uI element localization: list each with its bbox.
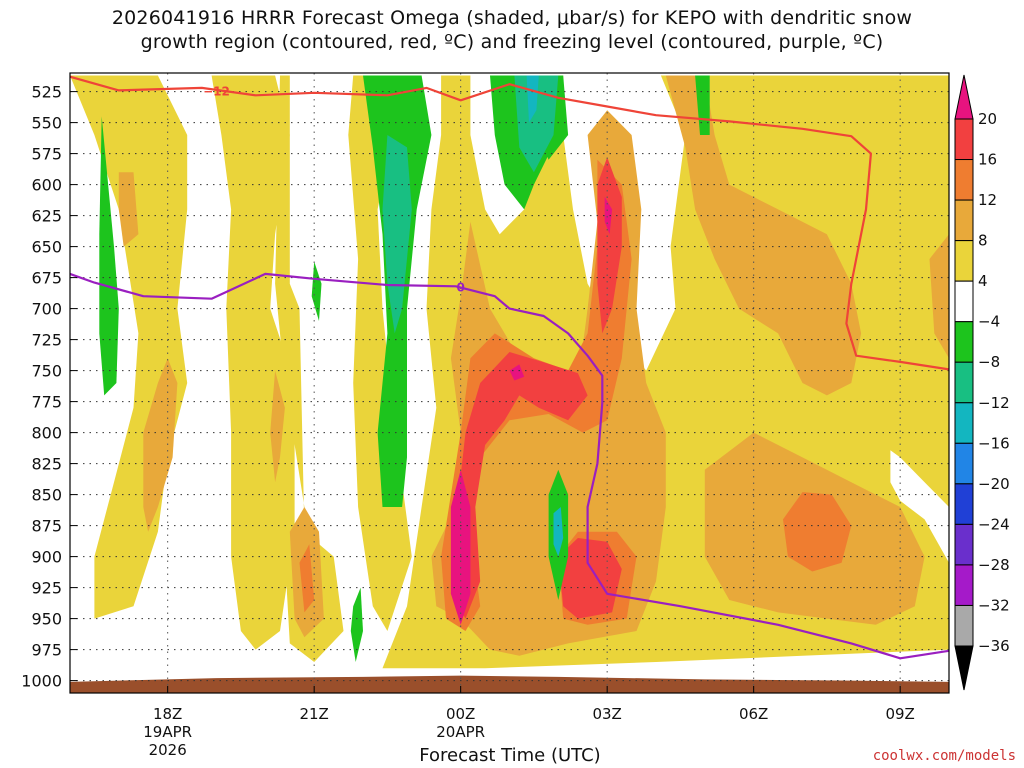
omega-region-19 (558, 538, 622, 619)
colorbar-swatch-5 (954, 321, 974, 363)
freezing-level-label: 0 (456, 280, 464, 294)
colorbar-label-9: −20 (978, 475, 1010, 493)
y-tick-label-7: 700 (31, 300, 62, 319)
omega-region-21 (509, 364, 525, 381)
colorbar-label-11: −28 (978, 556, 1010, 574)
y-tick-label-1: 550 (31, 114, 62, 133)
y-tick-label-19: 1000 (21, 672, 62, 691)
y-tick-label-12: 825 (31, 455, 62, 474)
colorbar-label-8: −16 (978, 434, 1010, 452)
y-tick-label-16: 925 (31, 579, 62, 598)
y-tick-label-5: 650 (31, 238, 62, 257)
colorbar-label-1: 16 (978, 151, 997, 169)
omega-region-22 (604, 197, 613, 235)
y-tick-label-13: 850 (31, 486, 62, 505)
omega-region-7 (270, 370, 285, 483)
colorbar-bottom-arrow (954, 645, 974, 691)
colorbar-swatch-2 (954, 199, 974, 242)
y-tick-label-9: 750 (31, 362, 62, 381)
contour-lines (70, 75, 949, 660)
colorbar-top-arrow (954, 74, 974, 120)
colorbar-label-6: −8 (978, 353, 1000, 371)
x-tick-label-1: 21Z (299, 705, 328, 723)
colorbar-label-7: −12 (978, 394, 1010, 412)
omega-region-23 (99, 116, 119, 396)
colorbar-swatch-3 (954, 240, 974, 282)
x-tick-label-0: 18Z (153, 705, 182, 723)
colorbar-swatch-4 (954, 280, 974, 323)
colorbar-label-3: 8 (978, 232, 988, 250)
y-tick-label-6: 675 (31, 269, 62, 288)
y-tick-label-0: 525 (31, 83, 62, 102)
x-tick-label-5: 09Z (885, 705, 914, 723)
colorbar-label-0: 20 (978, 110, 997, 128)
contour-labels: −12 0 (203, 84, 465, 294)
credit-text: coolwx.com/models (872, 748, 1016, 764)
omega-region-20 (450, 469, 471, 625)
omega-region-5 (118, 172, 139, 247)
dgz-contour-line (70, 75, 949, 371)
y-tick-label-17: 950 (31, 610, 62, 629)
dgz-contour-label: −12 (203, 84, 230, 98)
x-tick-sublabel-0: 19APR (143, 723, 192, 741)
y-tick-label-10: 775 (31, 393, 62, 412)
omega-region-26 (350, 587, 363, 662)
y-tick-label-4: 625 (31, 207, 62, 226)
terrain (70, 675, 949, 693)
colorbar-swatch-11 (954, 564, 974, 606)
x-tick-sublabel2-0: 2026 (149, 741, 187, 759)
y-tick-label-3: 600 (31, 176, 62, 195)
x-axis-label: Forecast Time (UTC) (419, 745, 601, 766)
y-tick-label-14: 875 (31, 517, 62, 536)
colorbar-swatch-8 (954, 442, 974, 485)
colorbar-swatch-6 (954, 361, 974, 404)
x-tick-label-4: 06Z (739, 705, 768, 723)
y-tick-label-8: 725 (31, 331, 62, 350)
colorbar-swatch-12 (954, 604, 974, 647)
colorbar-swatch-1 (954, 159, 974, 201)
y-tick-label-11: 800 (31, 424, 62, 443)
y-tick-label-15: 900 (31, 548, 62, 567)
omega-region-12 (929, 234, 949, 359)
colorbar: 20 16 12 8 4 −4 −8 −12 −16 −20 −24 −28 −32 −36 (954, 74, 1010, 691)
x-tick-label-2: 00Z (446, 705, 475, 723)
colorbar-label-4: 4 (978, 272, 988, 290)
omega-region-14 (299, 544, 315, 613)
terrain-band (70, 675, 949, 693)
colorbar-label-5: −4 (978, 313, 1000, 331)
y-tick-label-18: 975 (31, 641, 62, 660)
colorbar-label-10: −24 (978, 515, 1010, 533)
omega-region-1 (211, 75, 295, 650)
colorbar-label-12: −32 (978, 596, 1010, 614)
x-tick-label-3: 03Z (592, 705, 621, 723)
omega-region-17 (450, 352, 588, 619)
colorbar-swatch-10 (954, 523, 974, 566)
plot-frame (69, 72, 950, 694)
omega-region-10 (665, 75, 862, 396)
colorbar-label-13: −36 (978, 637, 1010, 655)
omega-region-33 (526, 75, 539, 123)
y-tick-label-2: 575 (31, 145, 62, 164)
x-tick-sublabel-2: 20APR (436, 723, 485, 741)
omega-region-32 (514, 75, 559, 173)
y-axis: 525 550 575 600 625 650 675 700 725 750 775 800 825 8… (21, 83, 77, 691)
colorbar-label-2: 12 (978, 191, 997, 209)
colorbar-swatch-9 (954, 483, 974, 525)
omega-region-18 (597, 157, 622, 334)
freezing-level-line (70, 272, 949, 660)
colorbar-swatch-7 (954, 402, 974, 444)
colorbar-swatch-0 (954, 118, 974, 161)
omega-region-16 (783, 492, 852, 572)
chart-title: 2026041916 HRRR Forecast Omega (shaded, … (111, 7, 913, 53)
omega-region-34 (553, 507, 564, 557)
omega-region-24 (311, 261, 322, 321)
omega-shading (70, 75, 949, 669)
